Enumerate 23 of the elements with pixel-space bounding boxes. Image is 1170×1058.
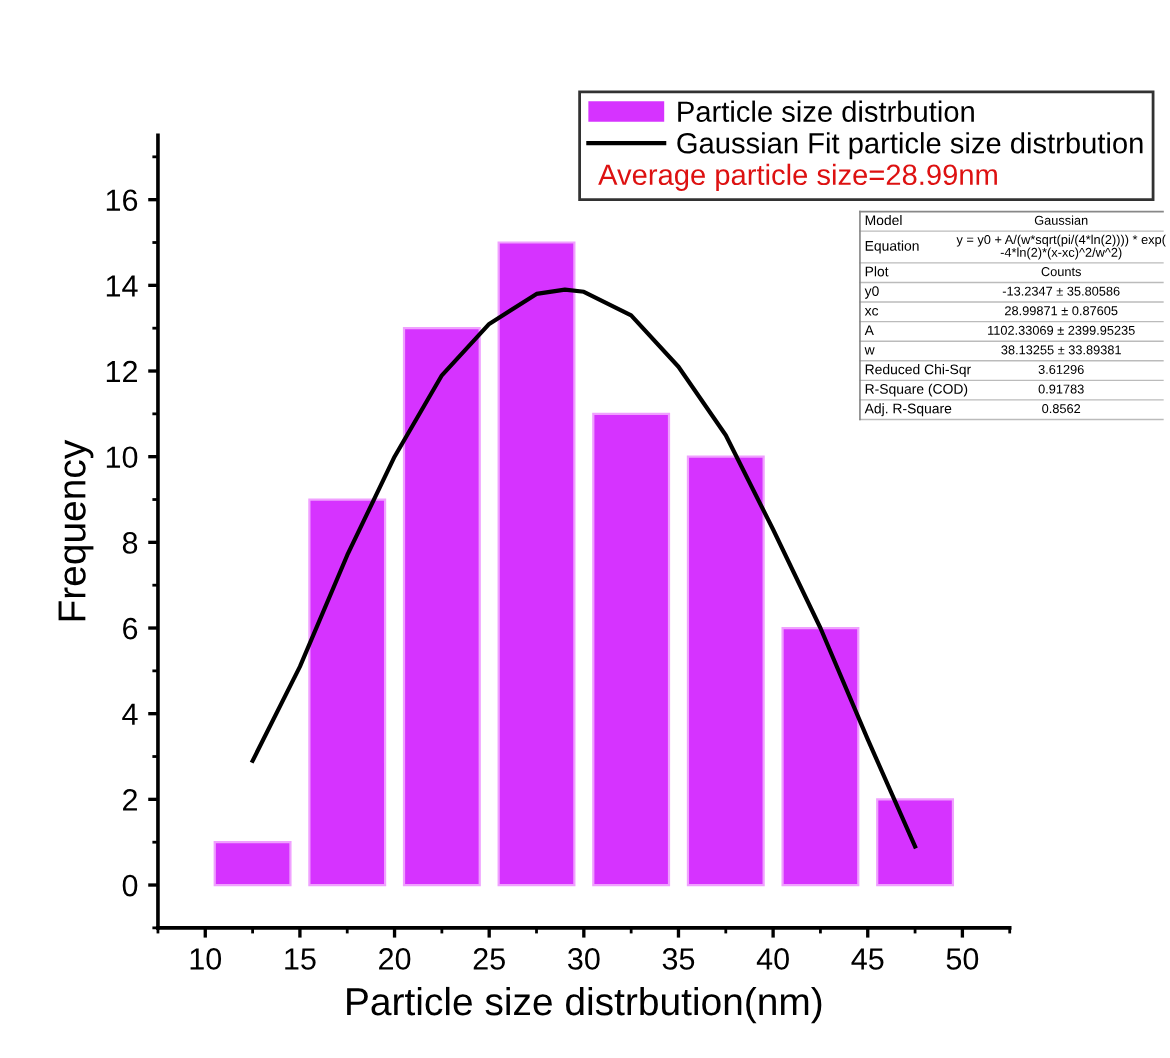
x-tick-label: 25: [473, 948, 505, 970]
legend-label: Particle size distrbution: [678, 100, 974, 122]
x-tick-label: 20: [379, 948, 411, 970]
x-tick-label: 30: [568, 948, 600, 970]
y-tick-label: 14: [106, 275, 138, 297]
x-tick-label: 40: [756, 948, 789, 970]
x-tick-label: 50: [946, 948, 979, 970]
x-tick-label: 10: [190, 948, 222, 970]
y-axis-title: Frequency: [58, 439, 94, 621]
y-tick-label: 4: [122, 703, 138, 725]
y-tick-label: 6: [123, 617, 138, 640]
y-tick-label: 16: [106, 189, 138, 212]
y-tick-label: 12: [106, 360, 137, 383]
x-tick-label: 15: [285, 948, 316, 970]
legend-label: Gaussian Fit particle size distrbution: [677, 132, 1143, 160]
y-tick-label: 2: [123, 789, 137, 811]
x-tick-label: 45: [851, 948, 884, 970]
x-axis-title: Particle size distrbution(nm): [347, 986, 822, 1024]
x-tick-label: 35: [662, 948, 695, 970]
y-tick-label: 0: [122, 874, 138, 897]
annotation: Average particle size=28.99nm: [598, 163, 997, 191]
y-tick-label: 8: [122, 532, 138, 554]
y-tick-label: 10: [106, 446, 138, 469]
